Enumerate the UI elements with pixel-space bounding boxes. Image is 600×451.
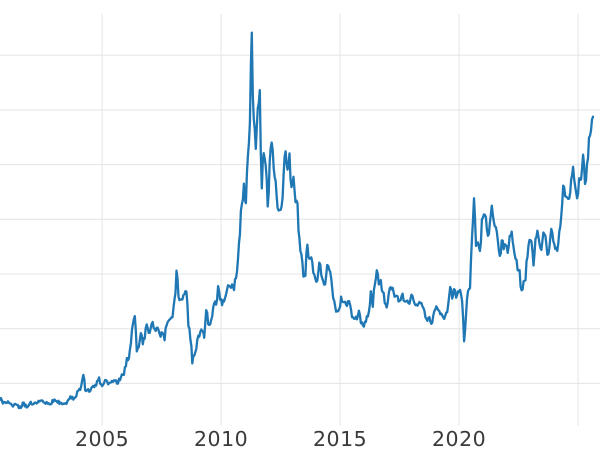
price-line <box>0 31 595 410</box>
x-tick-label: 2020 <box>432 427 487 451</box>
x-tick-label: 2010 <box>194 427 249 451</box>
x-tick-label: 2015 <box>313 427 368 451</box>
x-tick-label: 2005 <box>75 427 130 451</box>
